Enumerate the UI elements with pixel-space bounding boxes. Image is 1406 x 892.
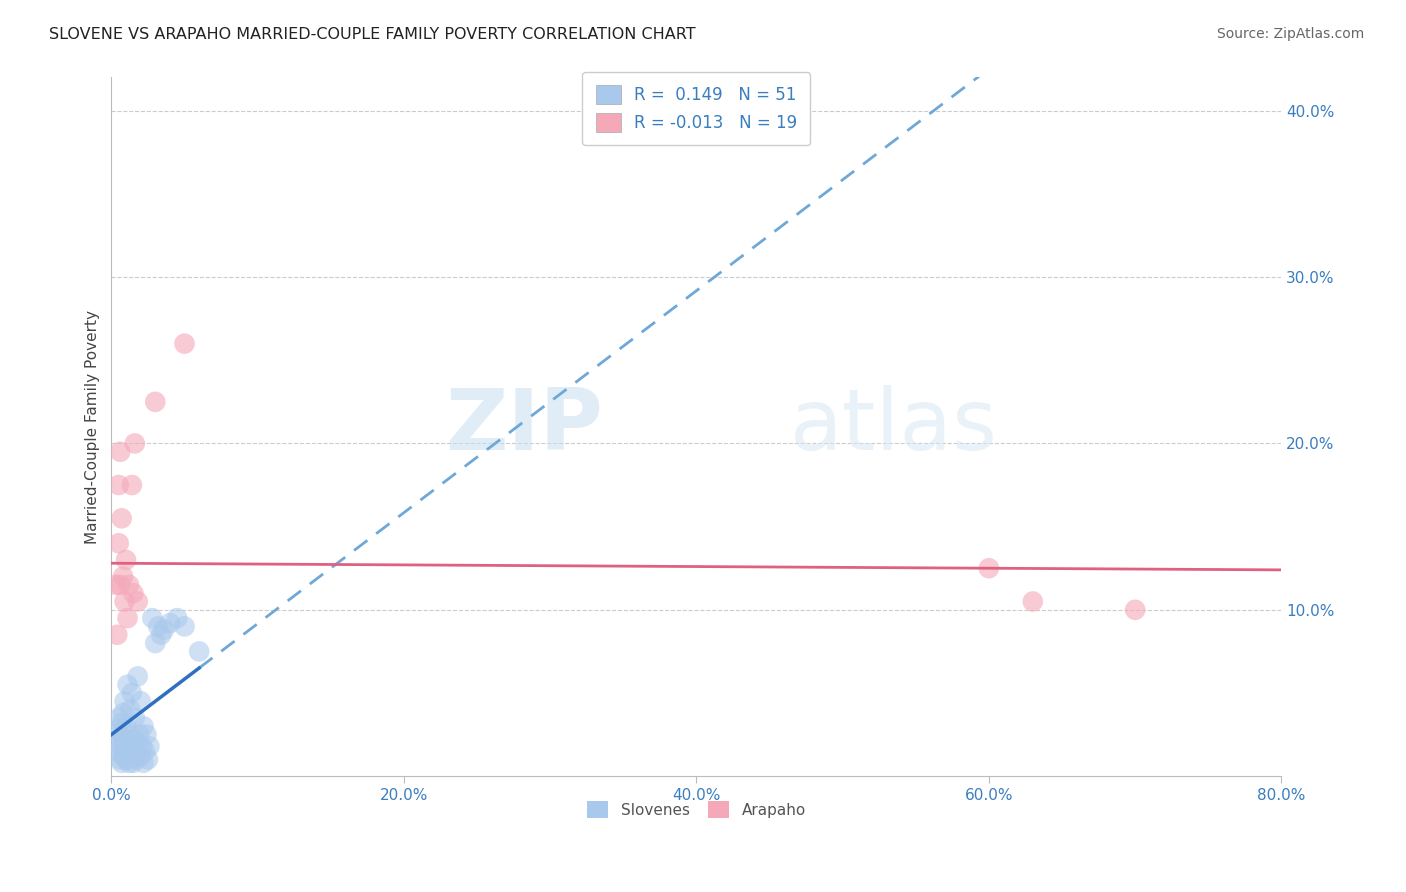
Point bbox=[112, 749, 135, 764]
Text: ZIP: ZIP bbox=[446, 385, 603, 468]
Point bbox=[148, 619, 170, 633]
Point bbox=[124, 711, 146, 725]
Point bbox=[1022, 594, 1045, 608]
Point bbox=[112, 706, 135, 720]
Point bbox=[115, 736, 138, 750]
Point bbox=[108, 578, 131, 592]
Point bbox=[104, 736, 127, 750]
Point bbox=[114, 594, 136, 608]
Point bbox=[135, 728, 157, 742]
Point bbox=[127, 669, 149, 683]
Legend: Slovenes, Arapaho: Slovenes, Arapaho bbox=[581, 795, 811, 824]
Point bbox=[122, 756, 145, 770]
Point bbox=[115, 752, 138, 766]
Point bbox=[108, 444, 131, 458]
Point bbox=[118, 756, 141, 770]
Point bbox=[173, 619, 195, 633]
Point bbox=[188, 644, 211, 658]
Point bbox=[121, 686, 143, 700]
Point bbox=[121, 749, 143, 764]
Point bbox=[1123, 603, 1146, 617]
Text: atlas: atlas bbox=[790, 385, 998, 468]
Point bbox=[124, 744, 146, 758]
Point bbox=[117, 744, 139, 758]
Point bbox=[117, 678, 139, 692]
Point bbox=[143, 395, 166, 409]
Point bbox=[114, 744, 136, 758]
Point bbox=[153, 623, 176, 637]
Point bbox=[173, 336, 195, 351]
Point bbox=[132, 719, 155, 733]
Point bbox=[111, 715, 134, 730]
Point bbox=[120, 739, 142, 754]
Point bbox=[159, 616, 181, 631]
Point bbox=[127, 736, 149, 750]
Point bbox=[108, 728, 131, 742]
Point bbox=[107, 536, 129, 550]
Point bbox=[124, 436, 146, 450]
Point bbox=[134, 744, 156, 758]
Point bbox=[128, 728, 150, 742]
Point bbox=[111, 739, 134, 754]
Point bbox=[107, 744, 129, 758]
Point bbox=[107, 711, 129, 725]
Point bbox=[132, 756, 155, 770]
Point bbox=[121, 478, 143, 492]
Point bbox=[111, 511, 134, 525]
Point bbox=[105, 723, 128, 737]
Point bbox=[111, 756, 134, 770]
Text: Source: ZipAtlas.com: Source: ZipAtlas.com bbox=[1216, 27, 1364, 41]
Point bbox=[136, 752, 159, 766]
Point bbox=[108, 752, 131, 766]
Point bbox=[150, 628, 173, 642]
Point bbox=[120, 703, 142, 717]
Point bbox=[115, 553, 138, 567]
Point bbox=[104, 578, 127, 592]
Point bbox=[105, 628, 128, 642]
Point bbox=[129, 749, 152, 764]
Point bbox=[125, 752, 148, 766]
Point bbox=[112, 569, 135, 583]
Point bbox=[166, 611, 188, 625]
Point bbox=[977, 561, 1000, 575]
Point bbox=[118, 728, 141, 742]
Point bbox=[143, 636, 166, 650]
Point bbox=[138, 739, 160, 754]
Point bbox=[131, 739, 153, 754]
Point bbox=[118, 578, 141, 592]
Point bbox=[127, 594, 149, 608]
Point bbox=[114, 694, 136, 708]
Point bbox=[129, 694, 152, 708]
Point bbox=[107, 478, 129, 492]
Y-axis label: Married-Couple Family Poverty: Married-Couple Family Poverty bbox=[86, 310, 100, 544]
Point bbox=[122, 586, 145, 600]
Point bbox=[141, 611, 163, 625]
Point bbox=[122, 732, 145, 747]
Point bbox=[115, 719, 138, 733]
Point bbox=[112, 732, 135, 747]
Point bbox=[117, 611, 139, 625]
Text: SLOVENE VS ARAPAHO MARRIED-COUPLE FAMILY POVERTY CORRELATION CHART: SLOVENE VS ARAPAHO MARRIED-COUPLE FAMILY… bbox=[49, 27, 696, 42]
